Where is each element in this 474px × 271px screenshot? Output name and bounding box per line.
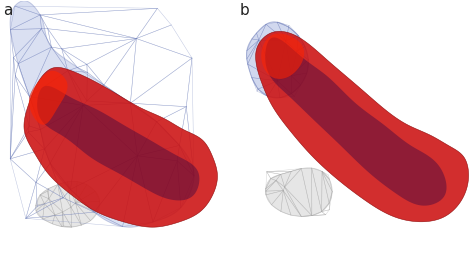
- Polygon shape: [246, 22, 309, 98]
- Polygon shape: [265, 168, 332, 216]
- Polygon shape: [261, 33, 304, 79]
- Polygon shape: [10, 1, 194, 227]
- Polygon shape: [265, 37, 447, 206]
- Text: b: b: [240, 4, 250, 18]
- Polygon shape: [24, 67, 218, 227]
- Polygon shape: [255, 31, 469, 222]
- Polygon shape: [37, 86, 200, 200]
- Text: a: a: [3, 4, 12, 18]
- Polygon shape: [29, 71, 67, 125]
- Polygon shape: [36, 181, 100, 227]
